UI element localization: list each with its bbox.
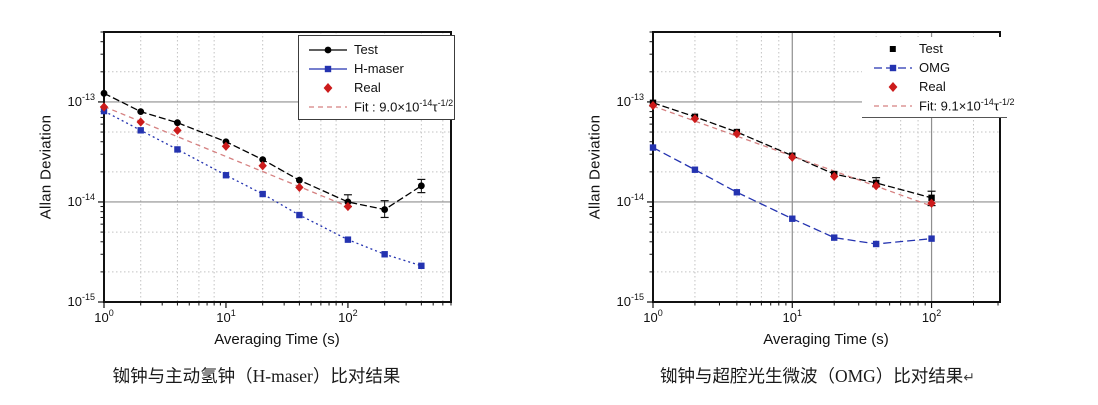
legend-item-omg: OMG (872, 58, 1007, 77)
svg-text:10-13: 10-13 (617, 92, 644, 109)
svg-text:101: 101 (216, 308, 235, 325)
legend-item-real: Real (307, 78, 454, 97)
chart-caption-omg: 铷钟与超腔光生微波（OMG）比对结果↵ (659, 366, 976, 386)
x-axis-label: Averaging Time (s) (763, 331, 889, 348)
figure-omg-comparison: 100 101 102 10-13 10-14 10-15 Allan Deviation… (549, 0, 1098, 405)
svg-text:101: 101 (783, 308, 802, 325)
allan-deviation-chart-omg: 100 101 102 10-13 10-14 10-15 (617, 31, 1001, 325)
legend-item-real: Real (872, 77, 1007, 96)
test-line-circle-icon (307, 43, 349, 57)
figure-hmaser-comparison: 100 101 102 10-13 10-14 10-15 Allan Deviation… (37, 31, 455, 386)
omg-dashed-line-square-icon (872, 61, 914, 75)
legend-item-test: Test (307, 40, 454, 59)
fit-dashed-line-icon (307, 100, 349, 114)
y-axis-label: Allan Deviation (586, 114, 604, 220)
legend-label: OMG (919, 60, 951, 75)
legend-hmaser: Test H-maser Real Fit : 9.0×10-14τ-1/2 (298, 35, 455, 120)
legend-label-fit: Fit: 9.1×10-14τ-1/2 (919, 97, 1015, 114)
paragraph-return-mark: ↵ (963, 370, 976, 386)
test-square-icon (872, 42, 914, 56)
hmaser-line-square-icon (307, 62, 349, 76)
real-diamond-icon (872, 80, 914, 94)
chart-caption-hmaser: 铷钟与主动氢钟（H-maser）比对结果 (112, 366, 401, 386)
legend-item-fit: Fit: 9.1×10-14τ-1/2 (872, 96, 1014, 115)
svg-text:102: 102 (338, 308, 357, 325)
svg-text:100: 100 (94, 308, 113, 325)
legend-label: Real (354, 80, 381, 95)
legend-label: Test (354, 42, 378, 57)
legend-item-hmaser: H-maser (307, 59, 454, 78)
legend-omg: Test OMG Real Fit: 9.1×10-14τ-1/2 (862, 37, 1014, 118)
legend-item-fit: Fit : 9.0×10-14τ-1/2 (307, 97, 454, 116)
svg-text:10-15: 10-15 (617, 292, 644, 309)
svg-text:10-15: 10-15 (68, 292, 95, 309)
svg-text:102: 102 (922, 308, 941, 325)
real-diamond-icon (307, 81, 349, 95)
svg-text:100: 100 (643, 308, 662, 325)
x-axis-label: Averaging Time (s) (214, 331, 340, 348)
fit-dashed-line-icon (872, 99, 914, 113)
legend-label: Real (919, 79, 946, 94)
allan-deviation-chart-hmaser: 100 101 102 10-13 10-14 10-15 (68, 31, 452, 325)
legend-label-fit: Fit : 9.0×10-14τ-1/2 (354, 98, 454, 115)
legend-label: H-maser (354, 61, 404, 76)
svg-text:10-14: 10-14 (617, 192, 644, 209)
svg-text:10-13: 10-13 (68, 92, 95, 109)
legend-item-test: Test (872, 39, 1007, 58)
svg-text:10-14: 10-14 (68, 192, 95, 209)
legend-label: Test (919, 41, 943, 56)
y-axis-label: Allan Deviation (37, 114, 55, 220)
